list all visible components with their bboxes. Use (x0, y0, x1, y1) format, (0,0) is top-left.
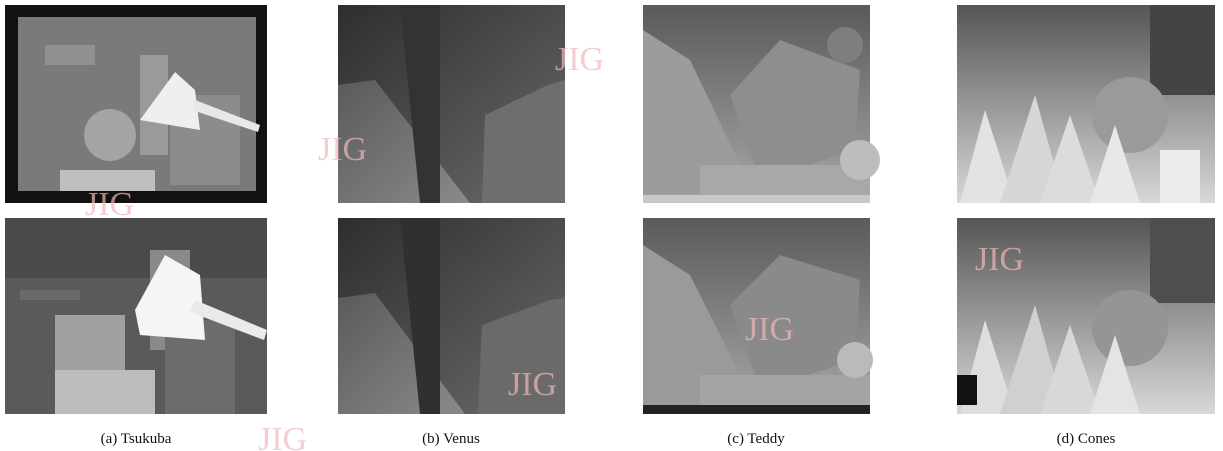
watermark: JIG (508, 366, 557, 403)
caption: (b) Venus (422, 431, 480, 447)
watermark: JIG (85, 186, 134, 223)
page: JIG JIG JIG JIG JIG JIG JIG (a) Tsukuba … (0, 0, 1223, 451)
caption: (d) Cones (1057, 431, 1116, 447)
figure: JIG JIG JIG JIG JIG JIG JIG (a) Tsukuba … (0, 0, 1223, 451)
watermark: JIG (745, 311, 794, 348)
watermark: JIG (555, 41, 604, 78)
tsukuba-ground-truth (5, 5, 267, 203)
cones-ground-truth (957, 5, 1215, 203)
caption: (c) Teddy (727, 431, 785, 447)
tsukuba-result (5, 218, 267, 414)
venus-ground-truth (338, 5, 565, 203)
watermark: JIG (975, 241, 1024, 278)
watermark: JIG (318, 131, 367, 168)
watermark: JIG (258, 421, 307, 451)
caption: (a) Tsukuba (101, 431, 172, 447)
teddy-ground-truth (643, 5, 880, 203)
